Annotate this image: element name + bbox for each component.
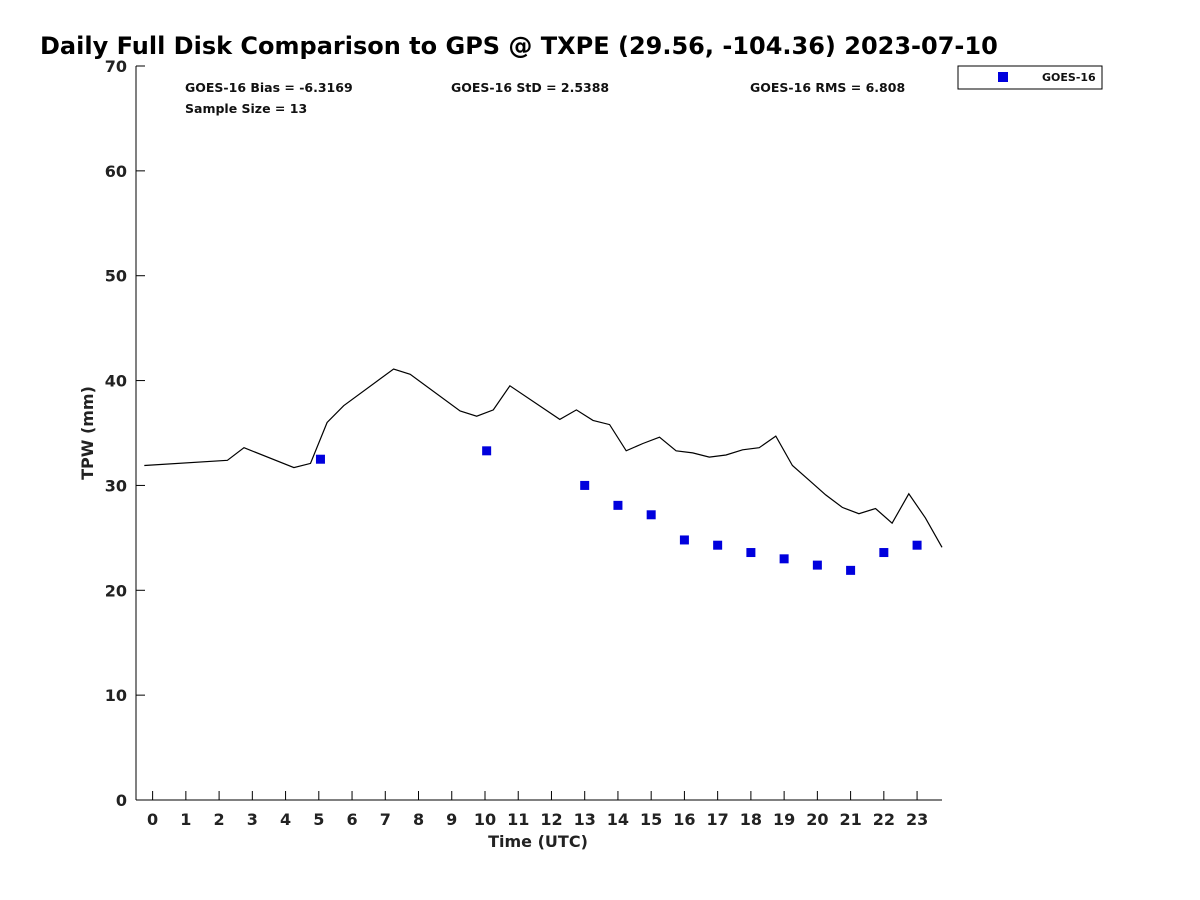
x-tick-label: 16 bbox=[673, 810, 695, 829]
goes16-point bbox=[879, 548, 889, 558]
x-tick-label: 18 bbox=[740, 810, 762, 829]
x-tick-label: 23 bbox=[906, 810, 928, 829]
chart-title: Daily Full Disk Comparison to GPS @ TXPE… bbox=[40, 32, 998, 60]
x-tick-label: 9 bbox=[446, 810, 457, 829]
goes16-point bbox=[580, 480, 590, 490]
y-tick-label: 40 bbox=[105, 372, 127, 391]
std-stat: GOES-16 StD = 2.5388 bbox=[451, 80, 609, 95]
goes16-point bbox=[315, 454, 325, 464]
sample-size-stat: Sample Size = 13 bbox=[185, 101, 307, 116]
y-tick-label: 0 bbox=[116, 791, 127, 810]
x-tick-label: 20 bbox=[806, 810, 828, 829]
goes16-point bbox=[482, 446, 492, 456]
x-tick-label: 6 bbox=[346, 810, 357, 829]
x-tick-label: 22 bbox=[873, 810, 895, 829]
y-tick-label: 20 bbox=[105, 581, 127, 600]
y-tick-label: 50 bbox=[105, 267, 127, 286]
gps-series-line bbox=[144, 368, 943, 548]
legend: GOES-16 bbox=[957, 65, 1103, 90]
legend-box bbox=[957, 65, 1103, 90]
goes16-point bbox=[713, 540, 723, 550]
rms-stat: GOES-16 RMS = 6.808 bbox=[750, 80, 905, 95]
goes16-point bbox=[646, 510, 656, 520]
x-tick-label: 11 bbox=[507, 810, 529, 829]
y-axis-ticks: 0 10 20 30 40 50 60 70 bbox=[105, 57, 145, 810]
goes16-point bbox=[846, 565, 856, 575]
legend-marker-goes16 bbox=[998, 72, 1008, 82]
goes16-point bbox=[613, 500, 623, 510]
goes16-point bbox=[746, 548, 756, 558]
y-tick-label: 70 bbox=[105, 57, 127, 76]
x-axis-label: Time (UTC) bbox=[488, 832, 588, 851]
goes16-point bbox=[779, 554, 789, 564]
goes16-point bbox=[679, 535, 689, 545]
x-tick-label: 3 bbox=[247, 810, 258, 829]
x-tick-label: 4 bbox=[280, 810, 291, 829]
data-series bbox=[144, 368, 943, 575]
x-tick-label: 1 bbox=[180, 810, 191, 829]
goes16-point bbox=[912, 540, 922, 550]
x-tick-label: 7 bbox=[380, 810, 391, 829]
x-tick-label: 14 bbox=[607, 810, 629, 829]
y-tick-label: 30 bbox=[105, 476, 127, 495]
x-tick-label: 10 bbox=[474, 810, 496, 829]
x-tick-label: 21 bbox=[839, 810, 861, 829]
legend-label-goes16: GOES-16 bbox=[1042, 71, 1096, 84]
x-tick-label: 15 bbox=[640, 810, 662, 829]
y-tick-label: 10 bbox=[105, 686, 127, 705]
goes16-point bbox=[812, 560, 822, 570]
x-tick-label: 12 bbox=[540, 810, 562, 829]
x-tick-label: 8 bbox=[413, 810, 424, 829]
x-axis-ticks: 0 1 2 3 4 5 6 7 8 9 10 11 12 13 14 15 16 17 18 19 20 21 22 23 bbox=[147, 791, 928, 829]
y-axis-label: TPW (mm) bbox=[78, 386, 97, 480]
x-tick-label: 2 bbox=[214, 810, 225, 829]
x-tick-label: 0 bbox=[147, 810, 158, 829]
x-tick-label: 17 bbox=[707, 810, 729, 829]
y-tick-label: 60 bbox=[105, 162, 127, 181]
x-tick-label: 5 bbox=[313, 810, 324, 829]
x-tick-label: 13 bbox=[574, 810, 596, 829]
bias-stat: GOES-16 Bias = -6.3169 bbox=[185, 80, 353, 95]
x-tick-label: 19 bbox=[773, 810, 795, 829]
